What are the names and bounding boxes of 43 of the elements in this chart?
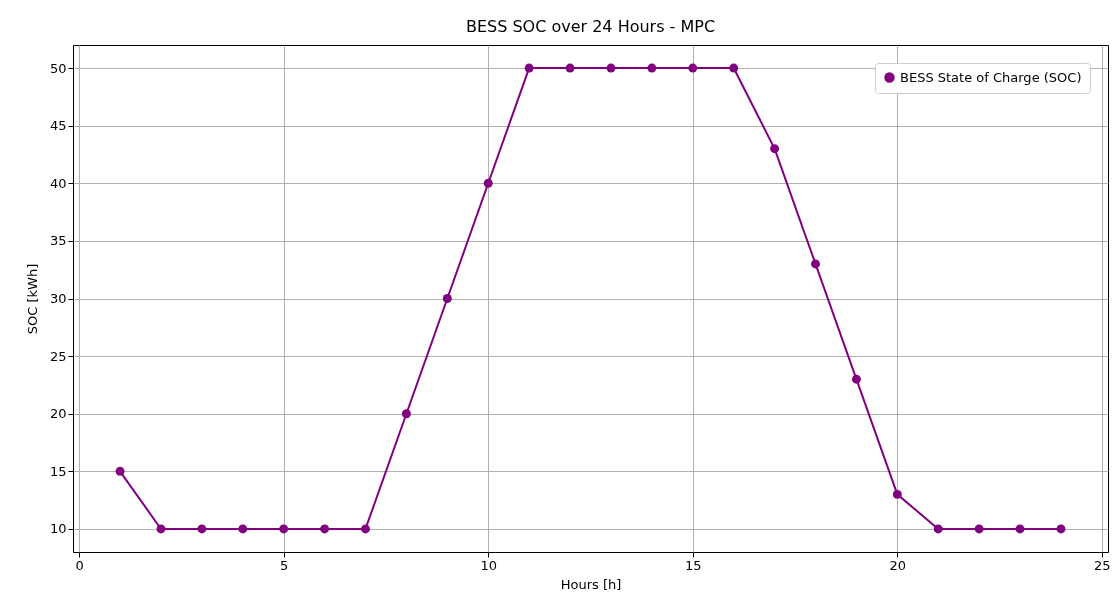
y-tick-label: 20	[49, 406, 67, 422]
point	[606, 63, 616, 73]
x-tick-label: 0	[75, 557, 84, 573]
y-tick-label: 40	[49, 175, 67, 191]
y-tick-label: 25	[49, 348, 67, 364]
point	[279, 524, 289, 534]
y-axis-title: SOC [kWh]	[24, 263, 40, 335]
point	[524, 63, 534, 73]
y-tick-label: 45	[49, 118, 67, 134]
point	[974, 524, 984, 534]
y-tick-label: 35	[49, 233, 67, 249]
point	[647, 63, 657, 73]
point	[320, 524, 330, 534]
point	[933, 524, 943, 534]
y-tick-label: 30	[49, 291, 67, 306]
point	[770, 144, 780, 154]
point	[892, 489, 902, 499]
point	[238, 524, 248, 534]
x-tick-label: 5	[280, 557, 289, 573]
point	[565, 63, 575, 73]
y-tick-label: 10	[49, 521, 67, 537]
chart-title: BESS SOC over 24 Hours - MPC	[465, 17, 716, 36]
point	[811, 259, 820, 269]
x-tick-label: 10	[480, 557, 497, 573]
x-tick-label: 15	[685, 557, 702, 573]
point	[688, 63, 698, 73]
point	[483, 178, 493, 188]
y-tick-label: 50	[49, 60, 67, 76]
point	[729, 63, 739, 73]
point	[156, 524, 166, 534]
x-tick-label: 20	[889, 557, 907, 573]
point	[1056, 524, 1066, 534]
point	[197, 524, 207, 534]
x-tick-label: 25	[1094, 557, 1111, 573]
legend-label: BESS State of Charge (SOC)	[900, 69, 1082, 85]
point	[851, 374, 861, 384]
point	[361, 524, 370, 534]
x-axis-title: Hours [h]	[560, 576, 622, 592]
point	[401, 409, 411, 419]
y-tick-label: 15	[49, 463, 67, 479]
point	[1015, 524, 1025, 534]
point	[442, 294, 452, 303]
point	[115, 466, 125, 476]
